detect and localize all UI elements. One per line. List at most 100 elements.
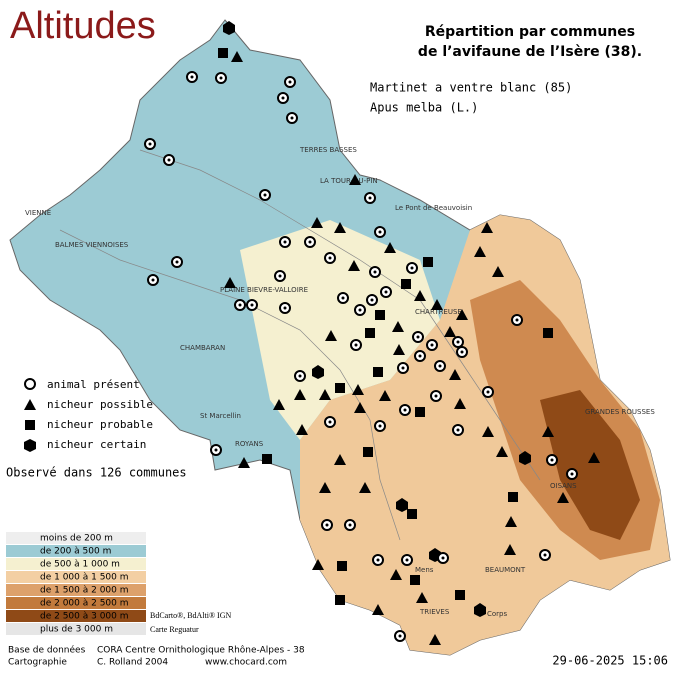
marker-present-dot bbox=[378, 230, 382, 234]
place-name: TRIEVES bbox=[419, 608, 450, 616]
place-name: BALMES VIENNOISES bbox=[55, 241, 129, 249]
altitude-swatch bbox=[6, 532, 146, 544]
species-latin: Apus melba (L.) bbox=[370, 101, 478, 115]
marker-possible bbox=[416, 592, 428, 603]
marker-present-dot bbox=[290, 116, 294, 120]
place-name: CHAMBARAN bbox=[180, 344, 225, 352]
marker-probable bbox=[363, 447, 373, 457]
marker-present-dot bbox=[486, 390, 490, 394]
marker-present-dot bbox=[373, 270, 377, 274]
marker-possible bbox=[238, 457, 250, 468]
marker-present-dot bbox=[550, 458, 554, 462]
place-name: OISANS bbox=[550, 482, 577, 490]
footer-text: CORA Centre Ornithologique Rhône-Alpes -… bbox=[97, 645, 305, 656]
marker-possible bbox=[542, 426, 554, 437]
marker-present-dot bbox=[263, 193, 267, 197]
altitude-swatch bbox=[6, 558, 146, 570]
credit: Carte Reguatur bbox=[150, 625, 199, 634]
marker-present-dot bbox=[219, 76, 223, 80]
altitude-label: plus de 3 000 m bbox=[40, 625, 113, 635]
marker-possible bbox=[481, 222, 493, 233]
altitude-label: moins de 200 m bbox=[40, 534, 113, 544]
marker-present-dot bbox=[238, 303, 242, 307]
place-name: GRANDES ROUSSES bbox=[585, 408, 655, 416]
legend-label: nicheur possible bbox=[47, 398, 153, 411]
marker-present-dot bbox=[410, 266, 414, 270]
marker-possible bbox=[557, 492, 569, 503]
marker-present-dot bbox=[250, 303, 254, 307]
legend-symbol bbox=[25, 420, 35, 430]
marker-probable bbox=[373, 367, 383, 377]
marker-present-dot bbox=[378, 424, 382, 428]
boundary bbox=[59, 229, 401, 541]
marker-probable bbox=[337, 561, 347, 571]
region-summit bbox=[540, 390, 640, 540]
marker-possible bbox=[429, 634, 441, 645]
legend-label: nicheur certain bbox=[47, 438, 146, 451]
marker-possible bbox=[273, 399, 285, 410]
marker-present-dot bbox=[384, 290, 388, 294]
marker-probable bbox=[423, 257, 433, 267]
footer-label: Cartographie bbox=[8, 658, 67, 668]
marker-present-dot bbox=[328, 420, 332, 424]
marker-present-dot bbox=[430, 343, 434, 347]
marker-possible bbox=[444, 326, 456, 337]
marker-present-dot bbox=[298, 374, 302, 378]
marker-probable bbox=[218, 48, 228, 58]
place-name: Mens bbox=[415, 566, 434, 574]
marker-possible bbox=[359, 482, 371, 493]
footer-label: Base de données bbox=[8, 645, 86, 656]
marker-possible bbox=[349, 174, 361, 185]
marker-probable bbox=[335, 383, 345, 393]
heading: Répartition par communes bbox=[425, 24, 635, 40]
legend-symbol bbox=[24, 399, 36, 410]
marker-probable bbox=[543, 328, 553, 338]
marker-possible bbox=[505, 516, 517, 527]
title: Altitudes bbox=[10, 5, 156, 47]
marker-present-dot bbox=[283, 240, 287, 244]
marker-possible bbox=[311, 217, 323, 228]
marker-possible bbox=[296, 424, 308, 435]
marker-possible bbox=[588, 452, 600, 463]
marker-present-dot bbox=[403, 408, 407, 412]
marker-possible bbox=[431, 299, 443, 310]
marker-possible bbox=[319, 482, 331, 493]
marker-present-dot bbox=[354, 343, 358, 347]
marker-present-dot bbox=[376, 558, 380, 562]
marker-possible bbox=[334, 222, 346, 233]
observed-count: Observé dans 126 communes bbox=[6, 466, 187, 480]
marker-present-dot bbox=[460, 350, 464, 354]
marker-possible bbox=[294, 389, 306, 400]
marker-possible bbox=[372, 604, 384, 615]
altitude-label: de 2 000 à 2 500 m bbox=[40, 599, 129, 609]
marker-present-dot bbox=[325, 523, 329, 527]
marker-possible bbox=[504, 544, 516, 555]
marker-present-dot bbox=[151, 278, 155, 282]
marker-present-dot bbox=[278, 274, 282, 278]
place-name: ROYANS bbox=[235, 440, 264, 448]
marker-possible bbox=[325, 330, 337, 341]
legend: animal présent nicheur possible nicheur … bbox=[24, 378, 153, 452]
marker-possible bbox=[390, 569, 402, 580]
marker-possible bbox=[496, 446, 508, 457]
marker-present-dot bbox=[441, 556, 445, 560]
marker-probable bbox=[365, 328, 375, 338]
altitude-label: de 1 000 à 1 500 m bbox=[40, 573, 129, 583]
marker-present-dot bbox=[434, 394, 438, 398]
marker-possible bbox=[312, 559, 324, 570]
marker-possible bbox=[456, 309, 468, 320]
place-name: Le Pont de Beauvoisin bbox=[395, 204, 472, 212]
heading: de l’avifaune de l’Isère (38). bbox=[418, 44, 642, 60]
altitude-swatch bbox=[6, 584, 146, 596]
species-name: Martinet a ventre blanc (85) bbox=[370, 81, 572, 95]
marker-present-dot bbox=[370, 298, 374, 302]
place-name: BEAUMONT bbox=[485, 566, 526, 574]
altitude-swatch bbox=[6, 571, 146, 583]
marker-probable bbox=[410, 575, 420, 585]
marker-present-dot bbox=[175, 260, 179, 264]
marker-present-dot bbox=[405, 558, 409, 562]
marker-present-dot bbox=[368, 196, 372, 200]
marker-present-dot bbox=[283, 306, 287, 310]
marker-present-dot bbox=[401, 366, 405, 370]
marker-present-dot bbox=[456, 428, 460, 432]
